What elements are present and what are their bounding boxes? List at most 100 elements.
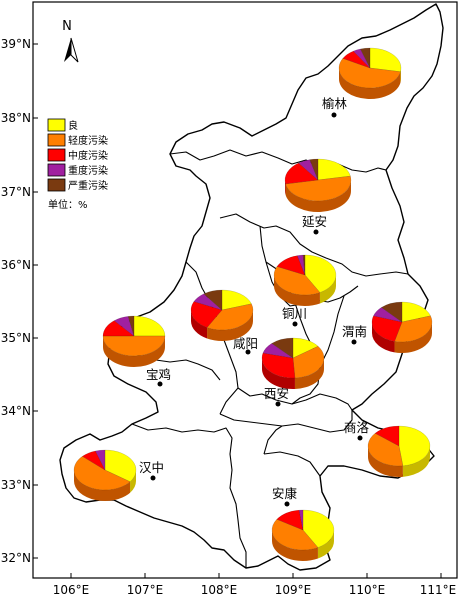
lon-label: 110°E — [349, 583, 386, 597]
north-arrow-right — [70, 37, 79, 63]
pie-side — [262, 358, 295, 389]
pie-side — [130, 470, 136, 493]
city-markers — [150, 112, 363, 507]
pie-slice — [374, 425, 400, 447]
pie-side — [368, 446, 403, 477]
pie-slice — [271, 518, 319, 551]
pie-side — [74, 470, 131, 501]
pie-slice — [190, 301, 223, 328]
legend-swatch — [47, 163, 66, 177]
lat-label: 33°N — [1, 478, 31, 492]
lat-label: 39°N — [1, 37, 31, 51]
lat-label: 36°N — [1, 258, 31, 272]
pie-slice — [302, 254, 306, 276]
city-dot — [245, 349, 251, 355]
pie-chart — [271, 509, 335, 561]
pie-slice — [309, 158, 319, 181]
legend-label: 严重污染 — [68, 179, 108, 192]
pie-slice — [284, 162, 319, 185]
pie-side — [191, 310, 208, 339]
pie-slice — [102, 320, 135, 337]
city-dot — [284, 501, 290, 507]
legend-label: 轻度污染 — [68, 134, 108, 147]
pie-slice — [304, 254, 337, 293]
pie-side — [317, 530, 334, 559]
pie-slice — [292, 345, 325, 379]
pie-slice — [73, 456, 131, 491]
pie-slice — [261, 352, 296, 379]
pie-chart — [73, 449, 137, 501]
pie-slice — [298, 159, 319, 181]
longitude-labels: 106°E 107°E 108°E 109°E 110°E 111°E — [53, 583, 457, 597]
legend-swatch — [47, 148, 66, 162]
pie-side — [103, 336, 165, 367]
pie-side — [394, 322, 432, 354]
pie-slice — [81, 450, 106, 471]
lon-label: 111°E — [420, 583, 457, 597]
pie-slice — [206, 303, 254, 331]
legend-label: 中度污染 — [68, 149, 108, 162]
pie-slice — [342, 50, 371, 69]
pie-slice — [285, 175, 352, 202]
pie-slice — [193, 293, 223, 311]
pie-slice — [127, 315, 135, 337]
city-dot — [150, 475, 156, 481]
pie-slice — [352, 48, 371, 69]
pie-chart — [261, 337, 325, 389]
pie-slice — [317, 158, 351, 181]
pie-chart — [371, 301, 433, 354]
pie-slice — [95, 449, 106, 471]
pie-chart — [273, 254, 337, 306]
pie-slice — [262, 343, 294, 359]
city-dot — [292, 321, 298, 327]
pie-chart — [338, 47, 402, 99]
lat-label: 32°N — [1, 551, 31, 565]
pie-side — [274, 275, 320, 306]
lon-label: 106°E — [53, 583, 90, 597]
legend-swatch — [47, 118, 66, 132]
pie-side — [294, 358, 324, 389]
pie-slice — [273, 266, 321, 296]
pie-slice — [102, 335, 166, 357]
pie-slice — [381, 301, 403, 323]
pie-slice — [360, 47, 371, 69]
north-arrow-left — [64, 38, 71, 62]
city-dot — [331, 112, 337, 118]
legend-swatch — [47, 133, 66, 147]
pie-slice — [104, 449, 137, 483]
pie-slice — [401, 301, 431, 323]
pie-side — [339, 68, 401, 99]
pie-slice — [133, 315, 166, 337]
pie-chart — [367, 425, 431, 477]
pie-side — [400, 68, 401, 83]
pie-slice — [292, 337, 319, 359]
city-label-ankang: 安康 — [272, 486, 298, 501]
pie-slice — [276, 255, 306, 276]
pie-slice — [221, 289, 252, 311]
pie-slice — [203, 289, 223, 311]
pie-charts — [73, 47, 433, 561]
pie-side — [285, 180, 286, 195]
unit-label: 单位：% — [48, 198, 88, 211]
city-dot — [157, 381, 163, 387]
city-label-xianyang: 咸阳 — [233, 336, 258, 351]
pie-chart — [102, 315, 166, 367]
pie-chart — [190, 289, 254, 341]
pie-slice — [338, 58, 401, 89]
pie-side — [285, 180, 351, 212]
legend-swatch — [47, 178, 66, 192]
legend-label: 良 — [68, 119, 78, 132]
pie-slice — [394, 315, 433, 343]
pie-slice — [373, 307, 403, 323]
city-label-weinan: 渭南 — [342, 324, 367, 339]
city-label-yanan: 延安 — [302, 214, 327, 229]
pie-slice — [302, 509, 335, 548]
pie-slice — [271, 337, 294, 359]
pie-slice — [276, 509, 304, 531]
city-label-yulin: 榆林 — [322, 96, 348, 111]
lon-label: 108°E — [201, 583, 238, 597]
city-label-hanzhong: 汉中 — [139, 460, 164, 475]
